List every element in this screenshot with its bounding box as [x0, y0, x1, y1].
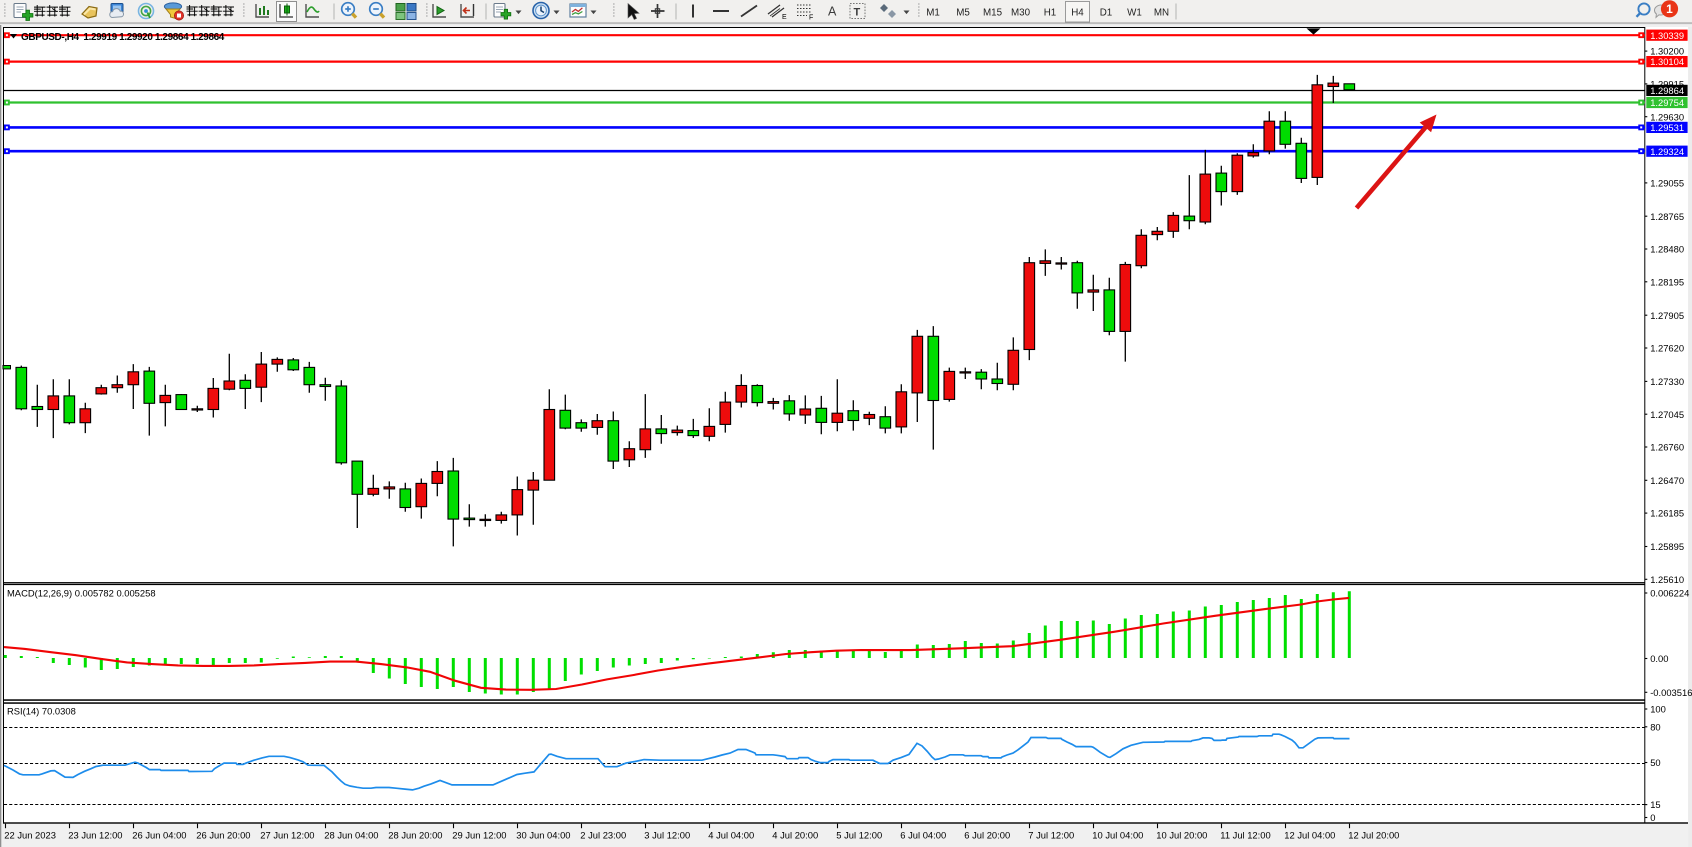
svg-text:5 Jul 12:00: 5 Jul 12:00 — [836, 830, 882, 841]
svg-text:27 Jun 12:00: 27 Jun 12:00 — [260, 830, 314, 841]
svg-text:1.29055: 1.29055 — [1650, 178, 1684, 189]
svg-text:M5: M5 — [956, 8, 970, 19]
svg-text:MACD(12,26,9) 0.005782 0.00525: MACD(12,26,9) 0.005782 0.005258 — [7, 588, 156, 599]
svg-text:1.29864: 1.29864 — [1650, 85, 1684, 96]
svg-text:26 Jun 04:00: 26 Jun 04:00 — [132, 830, 186, 841]
svg-text:1.28765: 1.28765 — [1650, 211, 1684, 222]
svg-text:1.27045: 1.27045 — [1650, 409, 1684, 420]
svg-text:1.28480: 1.28480 — [1650, 244, 1684, 255]
svg-text:1.30104: 1.30104 — [1650, 56, 1684, 67]
svg-text:11 Jul 12:00: 11 Jul 12:00 — [1220, 830, 1270, 841]
svg-text:1.29754: 1.29754 — [1650, 97, 1684, 108]
svg-text:50: 50 — [1650, 757, 1660, 768]
svg-text:1.25610: 1.25610 — [1650, 574, 1684, 585]
svg-text:1.29915: 1.29915 — [1650, 79, 1684, 90]
svg-text:10 Jul 04:00: 10 Jul 04:00 — [1092, 830, 1143, 841]
svg-text:1.30339: 1.30339 — [1650, 30, 1684, 41]
svg-text:1.27905: 1.27905 — [1650, 310, 1684, 321]
svg-text:M30: M30 — [1011, 8, 1031, 19]
svg-text:1: 1 — [1666, 2, 1673, 16]
svg-text:26 Jun 20:00: 26 Jun 20:00 — [196, 830, 250, 841]
svg-text:D1: D1 — [1100, 8, 1113, 19]
svg-text:H1: H1 — [1044, 8, 1057, 19]
svg-text:0.006224: 0.006224 — [1650, 588, 1689, 599]
svg-text:M1: M1 — [926, 8, 940, 19]
svg-text:1.29324: 1.29324 — [1650, 146, 1684, 157]
svg-text:7 Jul 12:00: 7 Jul 12:00 — [1028, 830, 1074, 841]
svg-text:28 Jun 04:00: 28 Jun 04:00 — [324, 830, 378, 841]
svg-text:28 Jun 20:00: 28 Jun 20:00 — [388, 830, 442, 841]
svg-text:2 Jul 23:00: 2 Jul 23:00 — [580, 830, 626, 841]
svg-text:30 Jun 04:00: 30 Jun 04:00 — [516, 830, 570, 841]
svg-text:1.25895: 1.25895 — [1650, 541, 1684, 552]
svg-text:6 Jul 04:00: 6 Jul 04:00 — [900, 830, 946, 841]
svg-text:15: 15 — [1650, 799, 1660, 810]
svg-text:100: 100 — [1650, 704, 1666, 715]
svg-text:12 Jul 04:00: 12 Jul 04:00 — [1284, 830, 1335, 841]
svg-text:1.26185: 1.26185 — [1650, 508, 1684, 519]
svg-text:22 Jun 2023: 22 Jun 2023 — [4, 830, 56, 841]
svg-text:1.27620: 1.27620 — [1650, 343, 1684, 354]
svg-text:A: A — [828, 5, 837, 19]
svg-text:29 Jun 12:00: 29 Jun 12:00 — [452, 830, 506, 841]
svg-text:W1: W1 — [1127, 8, 1142, 19]
svg-text:23 Jun 12:00: 23 Jun 12:00 — [68, 830, 122, 841]
svg-text:1.29531: 1.29531 — [1650, 122, 1684, 133]
svg-text:GBPUSD-,H4 1.29919 1.29920 1.: GBPUSD-,H4 1.29919 1.29920 1.29864 1.298… — [21, 32, 225, 43]
svg-text:E: E — [782, 14, 787, 21]
svg-text:F: F — [809, 15, 813, 22]
svg-text:-0.003516: -0.003516 — [1650, 687, 1692, 698]
svg-text:0.00: 0.00 — [1650, 653, 1668, 664]
svg-text:4 Jul 04:00: 4 Jul 04:00 — [708, 830, 754, 841]
svg-text:1.26470: 1.26470 — [1650, 475, 1684, 486]
svg-text:12 Jul 20:00: 12 Jul 20:00 — [1348, 830, 1399, 841]
svg-text:H4: H4 — [1071, 8, 1084, 19]
svg-text:RSI(14) 70.0308: RSI(14) 70.0308 — [7, 706, 76, 717]
svg-text:MN: MN — [1154, 8, 1169, 19]
svg-text:80: 80 — [1650, 721, 1660, 732]
svg-text:0: 0 — [1650, 812, 1655, 823]
svg-text:1.27330: 1.27330 — [1650, 376, 1684, 387]
svg-text:1.29630: 1.29630 — [1650, 111, 1684, 122]
svg-text:1.26760: 1.26760 — [1650, 442, 1684, 453]
svg-text:T: T — [854, 7, 861, 19]
svg-text:1.28195: 1.28195 — [1650, 276, 1684, 287]
svg-text:10 Jul 20:00: 10 Jul 20:00 — [1156, 830, 1207, 841]
svg-text:1.30200: 1.30200 — [1650, 46, 1684, 57]
svg-text:3 Jul 12:00: 3 Jul 12:00 — [644, 830, 690, 841]
svg-text:6 Jul 20:00: 6 Jul 20:00 — [964, 830, 1010, 841]
svg-text:M15: M15 — [983, 8, 1003, 19]
svg-text:4 Jul 20:00: 4 Jul 20:00 — [772, 830, 818, 841]
